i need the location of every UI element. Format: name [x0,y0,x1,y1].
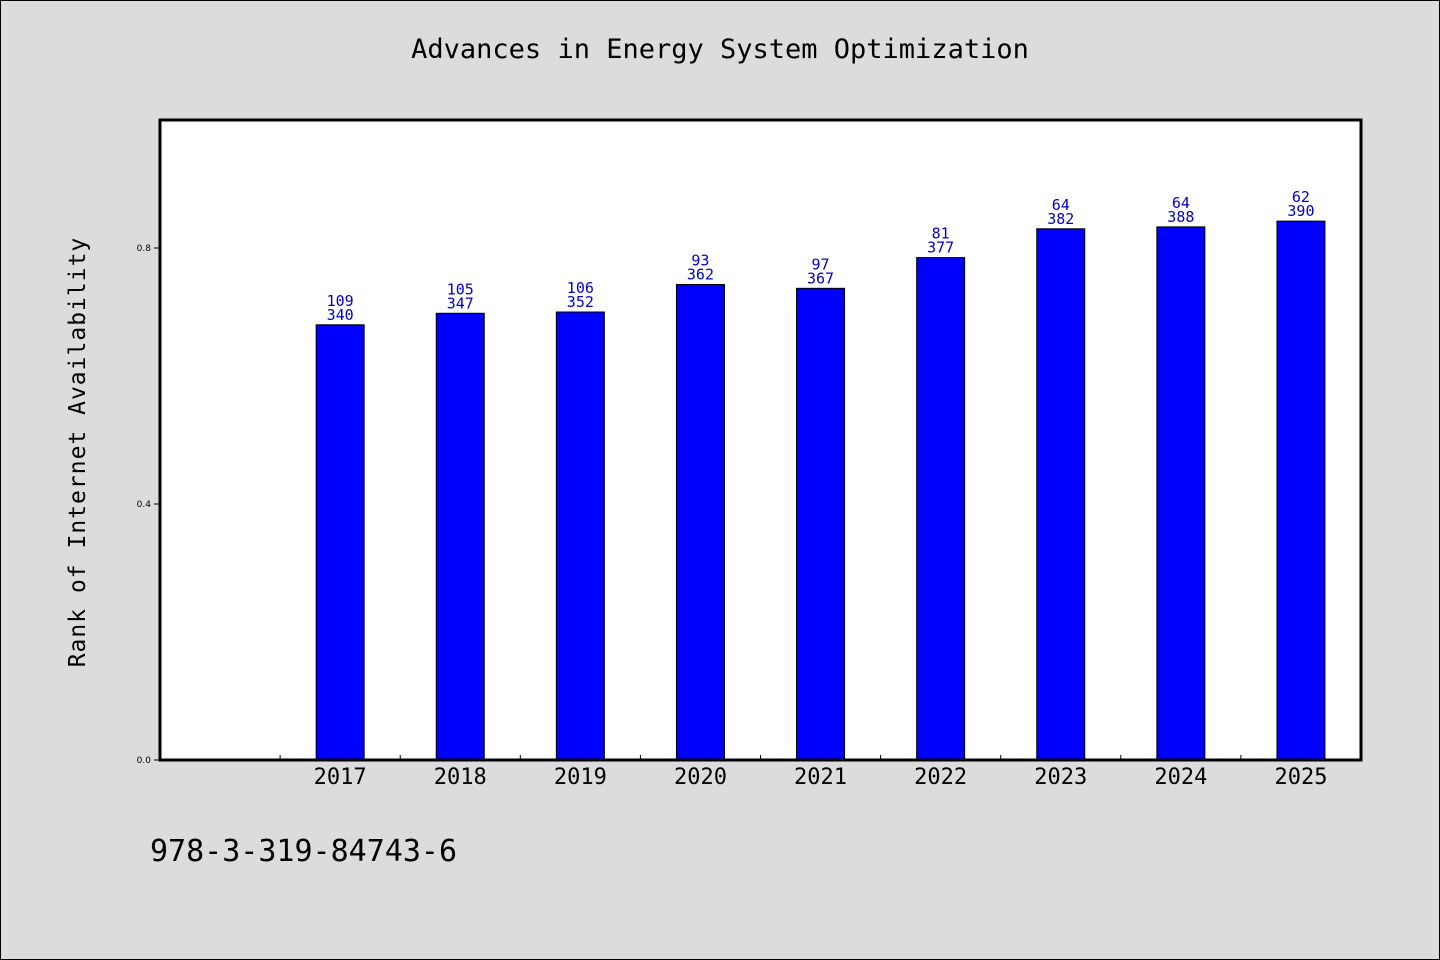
bar-2018 [435,312,485,761]
data-label-top-2023: 64 [1052,196,1070,214]
data-label-bottom-2018: 347 [447,294,474,312]
bar-2025 [1276,220,1326,761]
plot-border [158,118,1363,762]
x-tick-label-2025: 2025 [1274,765,1327,790]
data-label-bottom-2025: 390 [1287,202,1314,220]
x-tick-label-2017: 2017 [314,765,367,790]
y-tick-label: 0.4 [137,500,152,510]
bar-2023 [1036,228,1086,761]
x-tick-label-2023: 2023 [1034,765,1087,790]
x-tick-label-2019: 2019 [554,765,607,790]
data-label-bottom-2022: 377 [927,239,954,257]
data-label-top-2022: 81 [932,225,950,243]
isbn-label: 978-3-319-84743-6 [150,834,458,869]
data-label-top-2018: 105 [447,280,474,298]
data-label-top-2025: 62 [1292,188,1310,206]
data-label-top-2024: 64 [1172,194,1190,212]
data-label-top-2020: 93 [691,251,709,269]
data-label-bottom-2020: 362 [687,265,714,283]
data-label-bottom-2024: 388 [1167,208,1194,226]
x-tick-label-2020: 2020 [674,765,727,790]
y-tick-label: 0.0 [137,756,152,766]
x-tick-label-2024: 2024 [1154,765,1207,790]
bar-2024 [1156,226,1206,761]
x-tick-label-2018: 2018 [434,765,487,790]
bar-2019 [555,311,605,761]
data-label-bottom-2021: 367 [807,269,834,287]
data-label-top-2021: 97 [812,255,830,273]
x-tick-label-2021: 2021 [794,765,847,790]
data-label-bottom-2019: 352 [567,293,594,311]
data-label-top-2017: 109 [327,292,354,310]
y-tick-label: 0.8 [137,244,152,254]
data-label-top-2019: 106 [567,279,594,297]
data-label-bottom-2017: 340 [327,306,354,324]
bar-2022 [916,257,966,761]
bar-2020 [675,283,725,761]
bar-2017 [315,324,365,761]
x-tick-label-2022: 2022 [914,765,967,790]
bar-2021 [796,287,846,761]
chart-title: Advances in Energy System Optimization [411,34,1029,65]
data-label-bottom-2023: 382 [1047,210,1074,228]
